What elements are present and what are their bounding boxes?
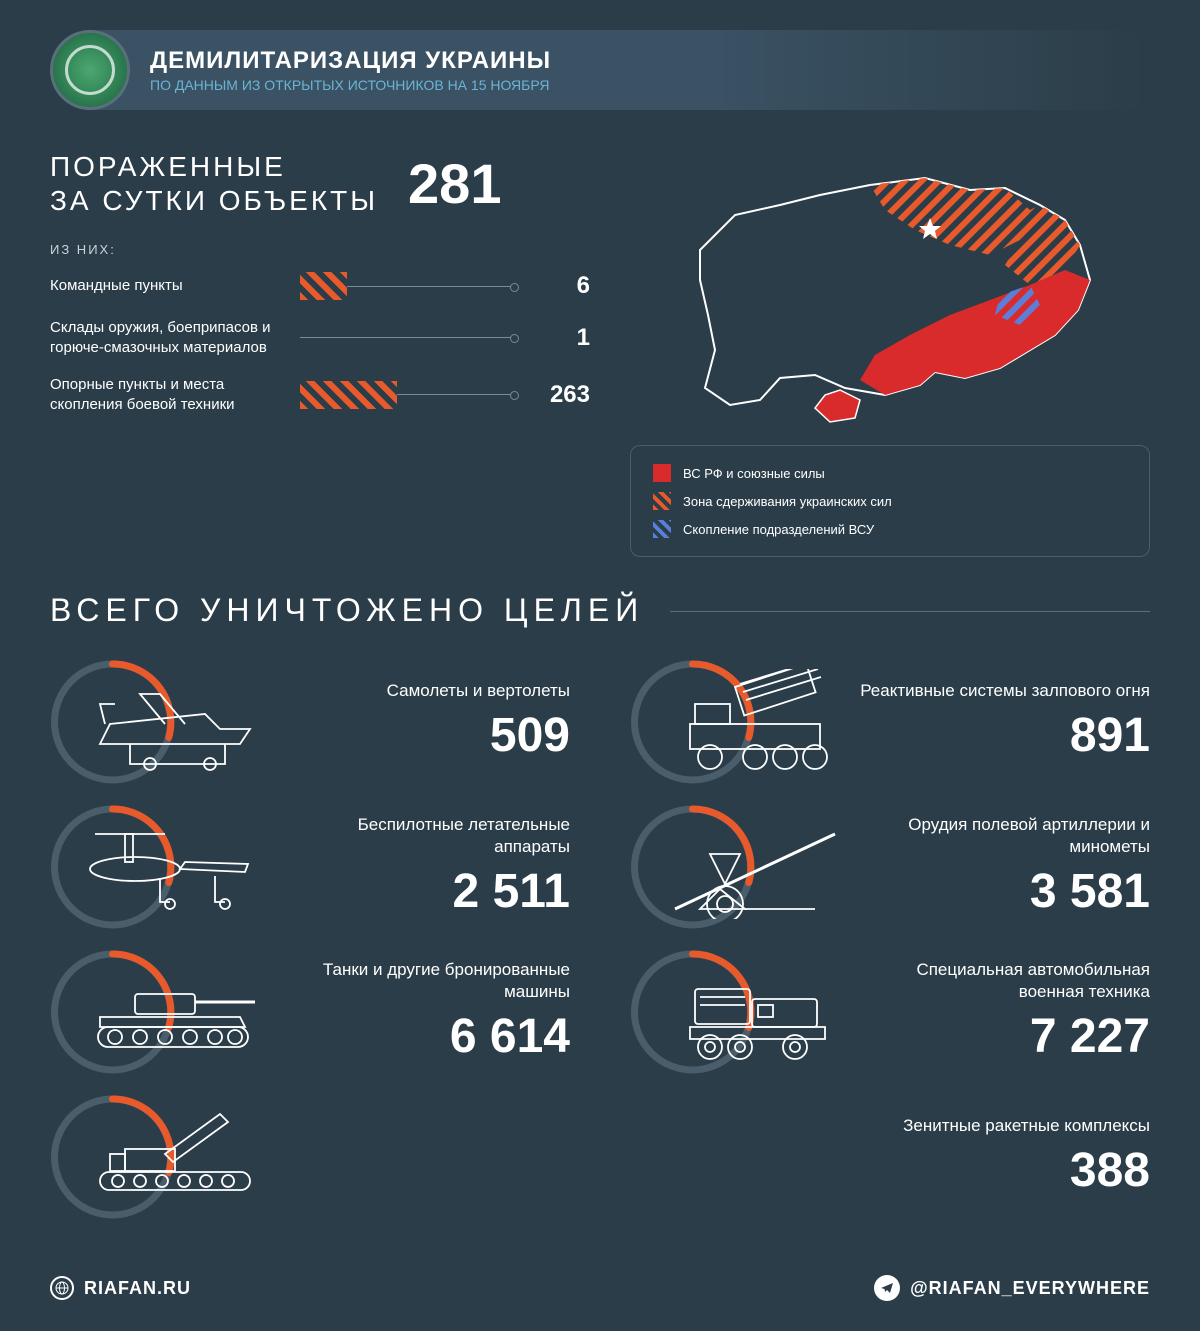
stat-card: Танки и другие бронированные машины 6 61… [50, 949, 570, 1074]
daily-title-l2: ЗА СУТКИ ОБЪЕКТЫ [50, 185, 378, 216]
stat-icon-aircraft [50, 659, 260, 784]
stat-icon-tank [50, 949, 260, 1074]
stat-label: Танки и другие бронированные машины [280, 959, 570, 1003]
bar-value: 6 [530, 272, 590, 300]
stat-icon-mlrs [630, 659, 840, 784]
daily-total: 281 [408, 151, 501, 216]
footer-telegram: @RIAFAN_EVERYWHERE [874, 1275, 1150, 1301]
stat-icon-truck [630, 949, 840, 1074]
legend-row: Скопление подразделений ВСУ [653, 520, 1127, 538]
legend-row: ВС РФ и союзные силы [653, 464, 1127, 482]
stat-card: Реактивные системы залпового огня 891 [630, 659, 1150, 784]
stat-label: Самолеты и вертолеты [280, 680, 570, 702]
stat-card: Специальная автомобильная военная техник… [630, 949, 1150, 1074]
bar-value: 1 [530, 324, 590, 352]
stats-grid: Самолеты и вертолеты 509 Реактивные сист… [50, 659, 1150, 1219]
legend-swatch [653, 464, 671, 482]
stat-card: Самолеты и вертолеты 509 [50, 659, 570, 784]
footer-telegram-text: @RIAFAN_EVERYWHERE [910, 1278, 1150, 1299]
stat-value: 2 511 [280, 864, 570, 919]
stat-card: Беспилотные летательные аппараты 2 511 [50, 804, 570, 929]
bar-label: Командные пункты [50, 276, 300, 296]
stat-label: Орудия полевой артиллерии и минометы [860, 814, 1150, 858]
stat-value: 388 [280, 1143, 1150, 1198]
stat-icon-artillery [630, 804, 840, 929]
stat-label: Специальная автомобильная военная техник… [860, 959, 1150, 1003]
map-legend: ВС РФ и союзные силы Зона сдерживания укр… [630, 445, 1150, 557]
telegram-icon [874, 1275, 900, 1301]
daily-of-them: ИЗ НИХ: [50, 242, 590, 257]
logo-icon [50, 30, 130, 110]
footer-site-text: RIAFAN.RU [84, 1278, 191, 1299]
legend-label: ВС РФ и союзные силы [683, 466, 825, 481]
legend-label: Скопление подразделений ВСУ [683, 522, 874, 537]
bar-label: Склады оружия, боеприпасов и горюче-смаз… [50, 318, 300, 357]
header-banner: ДЕМИЛИТАРИЗАЦИЯ УКРАИНЫ ПО ДАННЫМ ИЗ ОТК… [50, 30, 1150, 110]
stat-value: 3 581 [860, 864, 1150, 919]
legend-swatch [653, 520, 671, 538]
bar-list: Командные пункты 6 Склады оружия, боепри… [50, 272, 590, 414]
stat-label: Реактивные системы залпового огня [860, 680, 1150, 702]
bar-row: Командные пункты 6 [50, 272, 590, 300]
stat-card: Зенитные ракетные комплексы 388 [50, 1094, 1150, 1219]
stat-value: 7 227 [860, 1009, 1150, 1064]
bar-label: Опорные пункты и места скопления боевой … [50, 375, 300, 414]
stat-icon-drone [50, 804, 260, 929]
stat-label: Зенитные ракетные комплексы [280, 1115, 1150, 1137]
legend-swatch [653, 492, 671, 510]
stat-label: Беспилотные летательные аппараты [280, 814, 570, 858]
stat-icon-sam [50, 1094, 260, 1219]
stat-card: Орудия полевой артиллерии и минометы 3 5… [630, 804, 1150, 929]
daily-title: ПОРАЖЕННЫЕЗА СУТКИ ОБЪЕКТЫ 281 [50, 150, 590, 217]
footer-site: RIAFAN.RU [50, 1276, 191, 1300]
header-title: ДЕМИЛИТАРИЗАЦИЯ УКРАИНЫ [150, 47, 551, 75]
legend-label: Зона сдерживания украинских сил [683, 494, 892, 509]
totals-title: ВСЕГО УНИЧТОЖЕНО ЦЕЛЕЙ [50, 592, 1150, 629]
header-subtitle: ПО ДАННЫМ ИЗ ОТКРЫТЫХ ИСТОЧНИКОВ НА 15 Н… [150, 77, 551, 93]
daily-title-l1: ПОРАЖЕННЫЕ [50, 151, 286, 182]
legend-row: Зона сдерживания украинских сил [653, 492, 1127, 510]
globe-icon [50, 1276, 74, 1300]
stat-value: 509 [280, 708, 570, 763]
ukraine-map [630, 150, 1150, 430]
bar-value: 263 [530, 381, 590, 409]
stat-value: 891 [860, 708, 1150, 763]
bar-row: Опорные пункты и места скопления боевой … [50, 375, 590, 414]
stat-value: 6 614 [280, 1009, 570, 1064]
bar-row: Склады оружия, боеприпасов и горюче-смаз… [50, 318, 590, 357]
